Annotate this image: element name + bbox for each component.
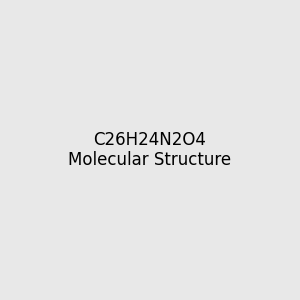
Text: C26H24N2O4
Molecular Structure: C26H24N2O4 Molecular Structure [68, 130, 232, 170]
